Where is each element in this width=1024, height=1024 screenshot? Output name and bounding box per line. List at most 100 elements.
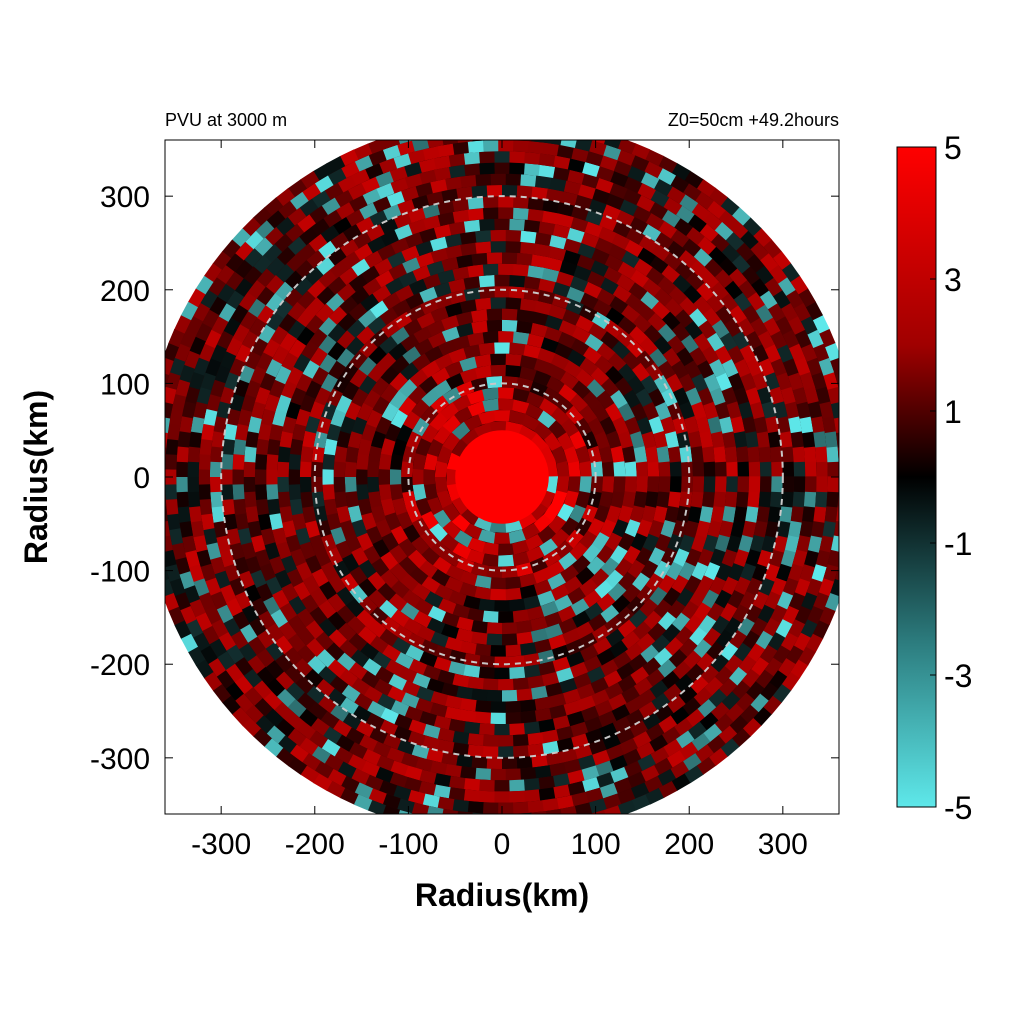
field-cell [179, 521, 194, 539]
field-cell [805, 301, 823, 321]
field-cell [524, 403, 544, 420]
field-cell [456, 140, 473, 143]
field-cell [318, 666, 338, 685]
field-cell [174, 343, 191, 363]
field-cell [575, 126, 593, 141]
field-cell [241, 542, 257, 561]
field-cell [556, 201, 575, 217]
field-cell [270, 326, 288, 346]
field-cell [380, 229, 399, 247]
field-cell [145, 416, 158, 433]
field-cell [550, 353, 570, 370]
field-cell [305, 555, 322, 575]
field-cell [187, 461, 200, 478]
field-cell [658, 611, 677, 631]
field-cell [349, 350, 368, 370]
field-cell [670, 229, 690, 248]
field-cell [660, 387, 678, 407]
field-cell [494, 656, 511, 668]
field-cell [493, 151, 510, 163]
field-cell [165, 432, 168, 449]
field-cell [513, 734, 530, 747]
field-cell [845, 416, 859, 433]
field-cell [284, 647, 303, 667]
field-cell [682, 183, 702, 201]
field-cell [367, 700, 387, 718]
field-cell [380, 551, 399, 571]
field-cell [693, 601, 712, 621]
field-cell [421, 576, 441, 595]
field-cell [402, 589, 422, 609]
field-cell [254, 387, 271, 406]
field-cell [636, 584, 655, 604]
field-cell [308, 702, 328, 721]
field-cell [548, 246, 567, 261]
field-cell [431, 569, 451, 587]
field-cell [524, 778, 541, 791]
field-cell [649, 347, 668, 368]
field-cell [596, 342, 616, 361]
field-cell [322, 209, 342, 228]
field-cell [725, 703, 745, 722]
field-cell [582, 390, 601, 410]
field-cell [448, 590, 468, 607]
field-cell [418, 158, 437, 173]
field-cell [583, 655, 603, 673]
field-cell [580, 644, 600, 662]
field-cell [811, 563, 827, 582]
field-cell [751, 371, 768, 391]
field-cell [498, 543, 515, 556]
field-cell [359, 734, 379, 752]
range-rings [220, 195, 784, 759]
field-cell [356, 469, 368, 486]
field-cell [320, 561, 339, 581]
field-cell [230, 630, 249, 650]
field-cell [666, 561, 684, 581]
field-cell [648, 519, 665, 538]
field-cell [556, 667, 575, 683]
field-cell [553, 342, 573, 360]
field-cell [657, 276, 677, 295]
field-cell [486, 689, 503, 702]
field-cell [833, 416, 839, 433]
field-cell [378, 157, 398, 174]
field-cell [389, 166, 408, 182]
field-cell [519, 298, 537, 312]
field-cell [187, 477, 200, 493]
field-cell [270, 609, 289, 629]
field-cell [460, 428, 480, 447]
field-cell [289, 191, 309, 210]
field-cell [274, 702, 294, 721]
field-cell [509, 723, 526, 736]
field-cell [339, 668, 359, 688]
field-cell [596, 544, 615, 564]
field-cell [467, 676, 485, 690]
field-cell [645, 572, 664, 592]
field-cell [165, 447, 167, 463]
field-cell [348, 633, 368, 652]
field-cell [678, 685, 698, 704]
field-cell [575, 444, 591, 463]
field-cell [622, 350, 641, 370]
field-cell [190, 416, 205, 434]
field-cell [352, 705, 372, 723]
field-cell [372, 196, 392, 213]
field-cell [341, 251, 361, 270]
field-cell [578, 754, 597, 770]
field-cell [363, 389, 381, 409]
field-cell [209, 461, 222, 478]
field-cell [505, 644, 522, 657]
field-cell [521, 522, 541, 540]
field-cell [341, 381, 360, 401]
field-cell [327, 247, 347, 266]
field-cell [794, 329, 812, 349]
colorbar-tick-label: 5 [944, 130, 962, 166]
field-cell [326, 513, 342, 531]
field-cell [764, 343, 782, 363]
field-cell [755, 669, 775, 689]
field-cell [366, 712, 386, 731]
field-cell [318, 354, 337, 374]
field-cell [380, 569, 400, 589]
field-cell [318, 600, 337, 620]
